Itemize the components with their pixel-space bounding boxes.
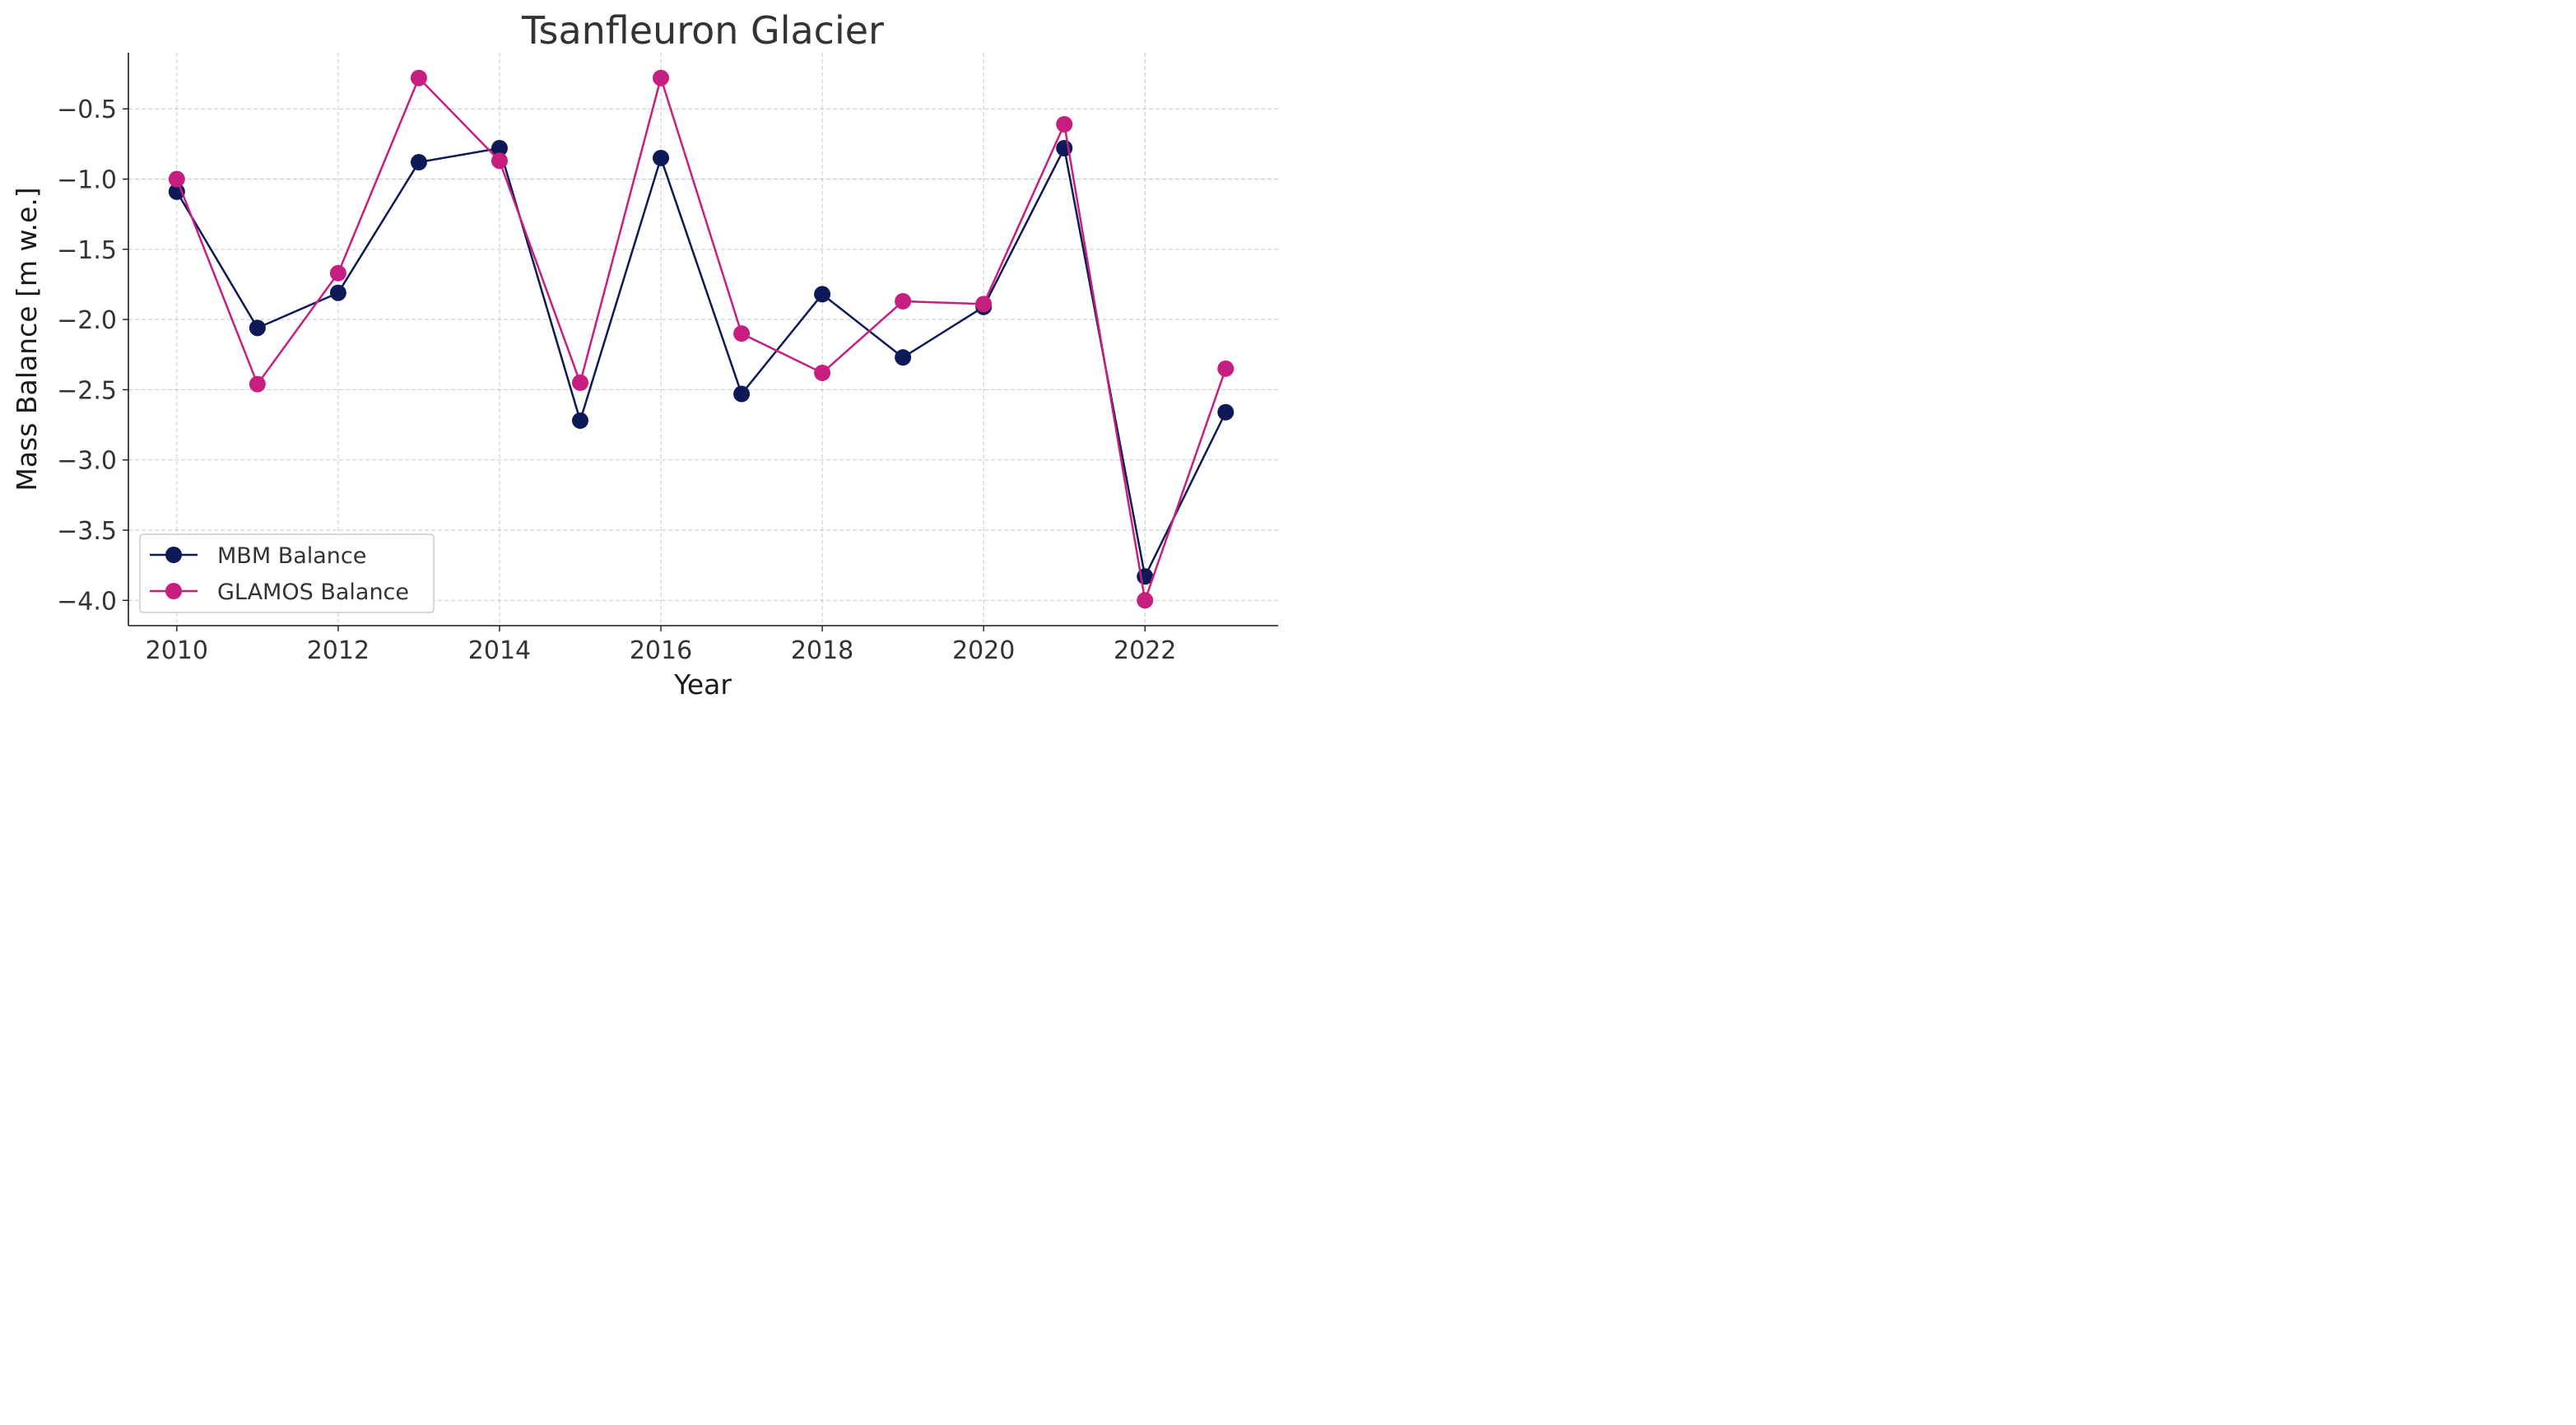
y-tick-label: −4.0 [57, 587, 117, 616]
data-point-glamos-balance [975, 296, 993, 313]
data-point-glamos-balance [895, 292, 912, 310]
y-tick-label: −3.5 [57, 517, 117, 546]
data-point-glamos-balance [168, 170, 185, 188]
y-axis-label: Mass Balance [m w.e.] [11, 187, 43, 491]
legend-label-glamos: GLAMOS Balance [217, 580, 409, 605]
data-point-mbm-balance [249, 319, 266, 337]
legend-label-mbm: MBM Balance [217, 543, 366, 569]
data-point-mbm-balance [329, 284, 346, 301]
series-mbm-balance [168, 140, 1235, 585]
x-tick-label: 2014 [468, 636, 531, 665]
data-point-glamos-balance [329, 264, 346, 282]
x-tick-label: 2020 [952, 636, 1015, 665]
data-point-mbm-balance [653, 149, 670, 166]
legend-box [139, 533, 435, 613]
chart-title: Tsanfleuron Glacier [521, 8, 884, 53]
x-tick-label: 2010 [146, 636, 208, 665]
legend: MBM Balance GLAMOS Balance [139, 533, 435, 613]
y-tick-label: −3.0 [57, 447, 117, 476]
legend-marker-glamos [165, 583, 182, 599]
data-point-glamos-balance [1137, 592, 1154, 609]
y-tick-label: −1.5 [57, 236, 117, 265]
y-tick-label: −2.5 [57, 376, 117, 405]
series-line-mbm-balance [175, 145, 1227, 580]
series-line-glamos-balance [175, 74, 1227, 601]
x-axis-label: Year [673, 668, 732, 701]
data-point-glamos-balance [571, 374, 588, 391]
y-tick-label: −0.5 [57, 95, 117, 124]
legend-marker-mbm [165, 547, 182, 563]
data-point-glamos-balance [249, 375, 266, 393]
data-point-glamos-balance [814, 364, 831, 381]
data-point-mbm-balance [410, 154, 427, 171]
x-tick-label: 2022 [1114, 636, 1176, 665]
x-tick-label: 2016 [630, 636, 692, 665]
data-point-mbm-balance [814, 286, 831, 303]
series-glamos-balance [168, 69, 1235, 609]
y-tick-label: −2.0 [57, 306, 117, 335]
data-point-glamos-balance [733, 325, 751, 342]
ticks: 2010 2012 2014 2016 2018 2020 2022 −4.0 −3.5 −3.0… [57, 95, 1176, 665]
data-point-mbm-balance [895, 349, 912, 366]
data-point-mbm-balance [571, 412, 588, 429]
data-point-glamos-balance [1056, 116, 1073, 133]
data-point-glamos-balance [653, 69, 670, 86]
x-tick-label: 2012 [307, 636, 370, 665]
line-chart: Tsanfleuron Glacier 2010 2012 2014 2016 2018… [11, 8, 1278, 701]
data-point-mbm-balance [491, 140, 508, 156]
y-tick-label: −1.0 [57, 166, 117, 195]
series-layer [168, 69, 1235, 609]
data-point-glamos-balance [491, 152, 508, 170]
data-point-glamos-balance [1217, 360, 1235, 377]
data-point-mbm-balance [1217, 403, 1235, 421]
x-tick-label: 2018 [791, 636, 853, 665]
data-point-glamos-balance [410, 69, 427, 86]
data-point-mbm-balance [733, 385, 751, 403]
